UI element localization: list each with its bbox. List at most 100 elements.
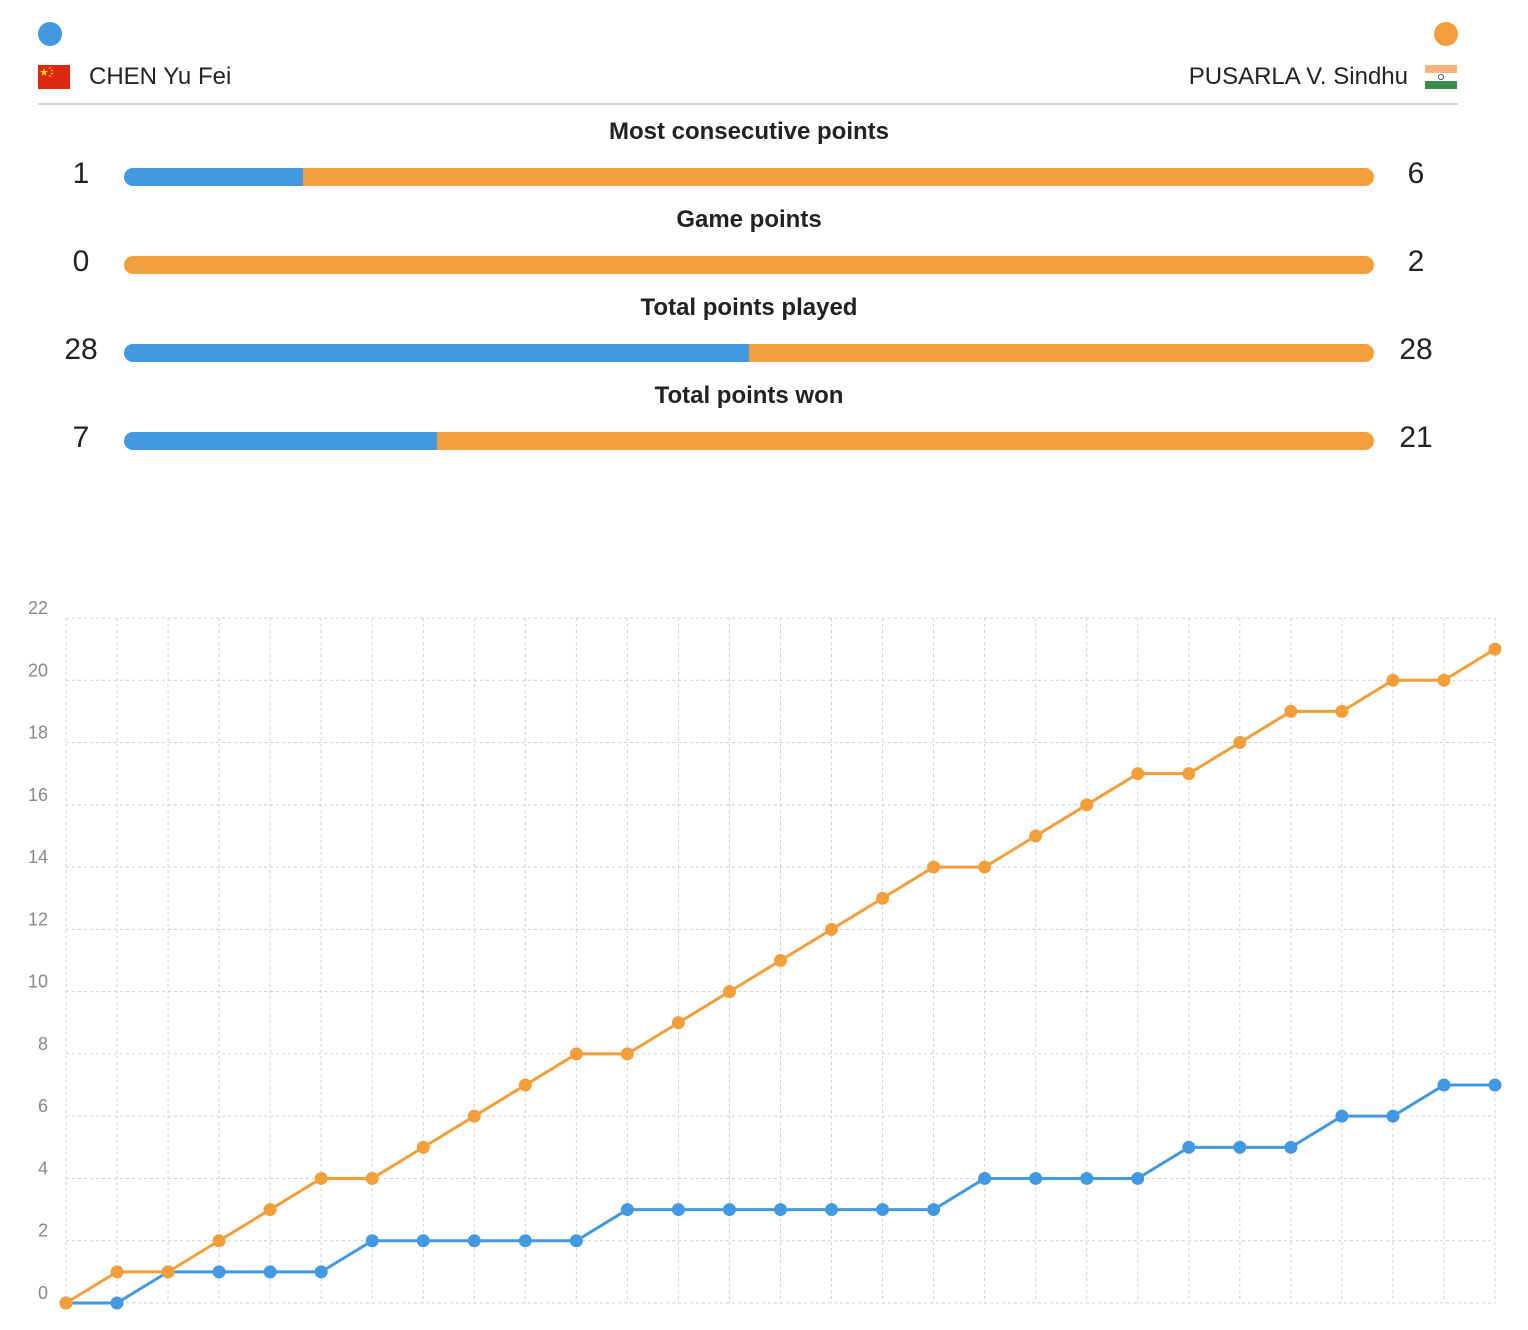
data-point-player2 (518, 1078, 532, 1092)
data-point-player1 (1029, 1171, 1043, 1185)
stat-value-player1: 7 (72, 421, 90, 454)
data-point-player2 (212, 1234, 226, 1248)
data-point-player1 (1488, 1078, 1502, 1092)
chart-svg: 0 2 4 6 8 10 12 14 16 18 20 22 (28, 598, 1502, 1310)
data-point-player1 (825, 1203, 839, 1217)
data-point-player2 (1029, 829, 1043, 843)
data-point-player2 (1335, 704, 1349, 718)
data-point-player2 (722, 985, 736, 999)
china-flag-icon (38, 65, 70, 89)
data-point-player1 (1233, 1140, 1247, 1154)
data-point-player2 (774, 954, 787, 967)
data-point-player2 (876, 891, 890, 905)
data-point-player1 (927, 1203, 941, 1217)
player2-color-marker (1434, 22, 1458, 46)
data-point-player2 (1131, 767, 1145, 781)
data-point-player2 (314, 1171, 328, 1185)
player1-name: CHEN Yu Fei (89, 63, 232, 90)
y-tick-label: 4 (38, 1158, 48, 1178)
stat-label: Game points (676, 206, 822, 233)
stat-bar (124, 432, 1374, 450)
y-tick-label: 18 (28, 723, 48, 743)
stat-bar-player2 (302, 168, 1374, 186)
y-tick-label: 16 (28, 785, 48, 805)
data-point-player2 (1182, 767, 1196, 781)
data-point-player1 (518, 1234, 532, 1248)
score-progression-chart: 0 2 4 6 8 10 12 14 16 18 20 22 (0, 590, 1528, 1330)
data-point-player1 (978, 1171, 992, 1185)
data-point-player1 (212, 1265, 226, 1279)
data-point-player1 (263, 1265, 277, 1279)
stat-bar (124, 344, 1374, 362)
stat-value-player1: 1 (72, 157, 90, 190)
data-point-player2 (927, 860, 941, 874)
stat-label: Most consecutive points (608, 118, 890, 145)
india-flag-icon (1425, 65, 1457, 89)
stat-value-player2: 28 (1399, 333, 1433, 366)
stat-value-player1: 28 (64, 333, 98, 366)
stat-value-player1: 0 (72, 245, 90, 278)
data-point-player1 (467, 1234, 481, 1248)
data-point-player2 (978, 860, 992, 874)
stat-bar-player2 (436, 432, 1374, 450)
data-point-player1 (365, 1234, 379, 1248)
player1-color-marker (38, 22, 62, 46)
data-point-player1 (722, 1203, 736, 1217)
data-point-player2 (1488, 642, 1502, 656)
data-point-player1 (1437, 1078, 1451, 1092)
y-tick-label: 10 (28, 972, 48, 992)
data-point-player2 (1284, 704, 1298, 718)
stat-bar-player1 (124, 344, 749, 362)
stat-bar-player2 (124, 256, 1374, 274)
data-point-player2 (263, 1203, 277, 1217)
player2-name: PUSARLA V. Sindhu (1188, 63, 1408, 90)
stat-bar-player1 (124, 432, 437, 450)
data-point-player1 (314, 1265, 328, 1279)
y-tick-label: 6 (38, 1096, 48, 1116)
stat-bar-player1 (124, 168, 303, 186)
data-point-player1 (671, 1203, 685, 1217)
data-point-player2 (1080, 798, 1094, 812)
data-point-player2 (416, 1140, 430, 1154)
stat-value-player2: 2 (1407, 245, 1425, 278)
data-point-player2 (365, 1171, 379, 1185)
data-point-player2 (110, 1265, 124, 1279)
data-point-player1 (620, 1203, 634, 1217)
y-tick-label: 12 (28, 909, 48, 929)
data-point-player1 (774, 1203, 787, 1217)
stat-label: Total points played (640, 294, 858, 321)
data-point-player1 (1386, 1109, 1400, 1123)
stat-value-player2: 6 (1407, 157, 1425, 190)
data-point-player2 (1437, 673, 1451, 687)
stat-bar-player2 (749, 344, 1374, 362)
data-point-player1 (1284, 1140, 1298, 1154)
data-point-player1 (569, 1234, 583, 1248)
data-point-player1 (110, 1296, 124, 1310)
data-point-player2 (161, 1265, 175, 1279)
stat-value-player2: 21 (1399, 421, 1433, 454)
header-divider (38, 103, 1458, 105)
y-tick-label: 8 (38, 1034, 48, 1054)
data-point-player2 (825, 922, 839, 936)
data-point-player2 (467, 1109, 481, 1123)
data-point-player2 (1233, 736, 1247, 750)
data-point-player2 (59, 1296, 73, 1310)
y-tick-label: 22 (28, 598, 48, 618)
data-point-player1 (1182, 1140, 1196, 1154)
data-point-player2 (620, 1047, 634, 1061)
data-point-player2 (569, 1047, 583, 1061)
data-point-player2 (671, 1016, 685, 1030)
y-tick-label: 14 (28, 847, 48, 867)
y-tick-label: 0 (38, 1283, 48, 1303)
stat-bar (124, 168, 1374, 186)
stat-label: Total points won (654, 382, 844, 409)
data-point-player1 (1131, 1171, 1145, 1185)
data-point-player2 (1386, 673, 1400, 687)
y-tick-label: 2 (38, 1221, 48, 1241)
data-point-player1 (876, 1203, 890, 1217)
y-tick-label: 20 (28, 660, 48, 680)
stat-bar (124, 256, 1374, 274)
data-point-player1 (416, 1234, 430, 1248)
data-point-player1 (1335, 1109, 1349, 1123)
data-point-player1 (1080, 1171, 1094, 1185)
